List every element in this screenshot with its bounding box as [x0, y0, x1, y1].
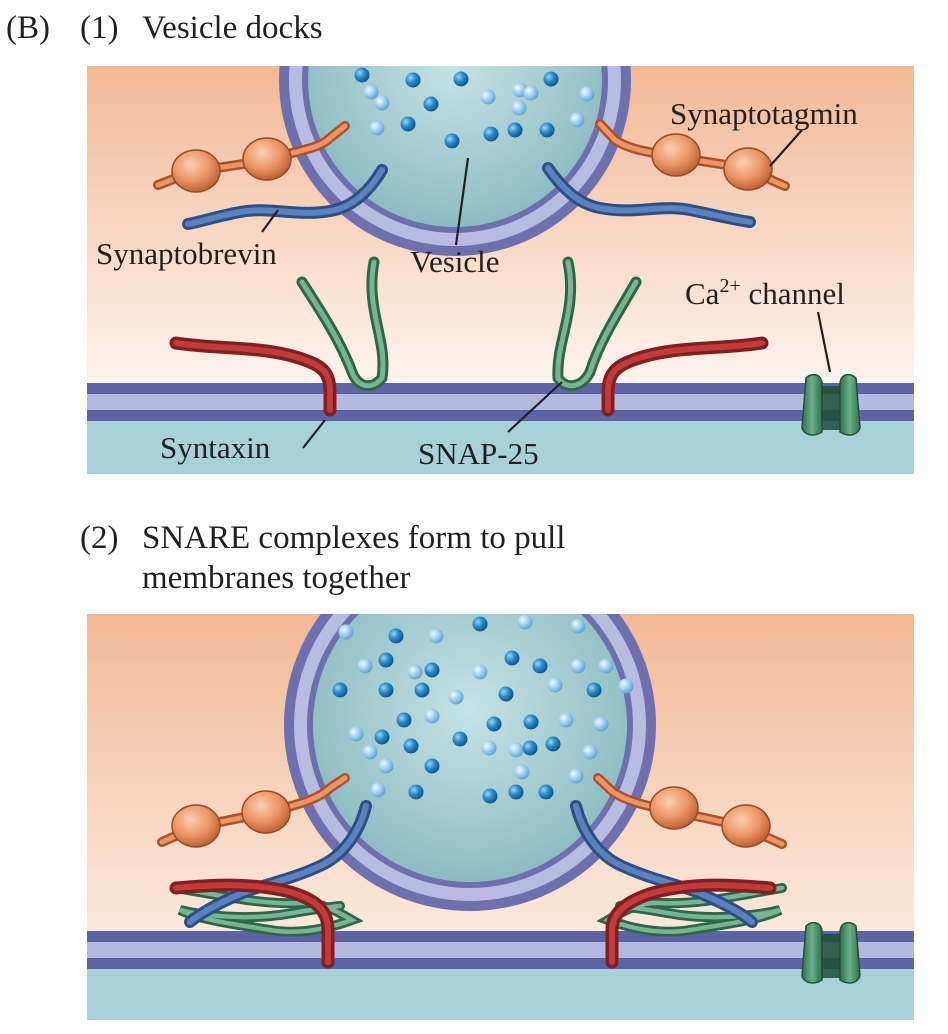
step-1-title: Vesicle docks — [142, 10, 323, 46]
neurotransmitter-molecules — [332, 614, 634, 804]
panel-1 — [87, 66, 914, 474]
synaptotagmin-left — [153, 121, 350, 193]
extracellular-space — [87, 966, 914, 1020]
label-calcium-channel: Ca2+ channel — [685, 275, 845, 311]
calcium-channel — [801, 921, 861, 984]
snap25-right — [552, 256, 642, 392]
neurotransmitter-molecules — [354, 67, 595, 149]
snare-complex-right — [570, 773, 787, 969]
vesicle — [284, 614, 656, 911]
plasma-membrane — [87, 383, 914, 421]
step-2-title-line-1: SNARE complexes form to pull — [142, 520, 565, 556]
syntaxin-left — [169, 336, 337, 417]
plasma-membrane — [87, 931, 914, 969]
panel-2 — [87, 614, 914, 1020]
step-2-title-line-2: membranes together — [142, 560, 410, 596]
synaptobrevin-left — [182, 164, 388, 230]
syntaxin-right — [601, 336, 769, 417]
synaptobrevin-right — [542, 162, 756, 228]
snare-complex-left — [157, 773, 372, 969]
calcium-channel — [801, 373, 861, 436]
step-1-number: (1) — [80, 10, 118, 46]
label-vesicle: Vesicle — [410, 244, 500, 279]
extracellular-space — [87, 420, 914, 474]
synaptotagmin-right — [595, 119, 790, 191]
step-2-number: (2) — [80, 520, 118, 556]
snap25-left — [296, 256, 389, 392]
vesicle — [279, 66, 631, 256]
label-synaptotagmin: Synaptotagmin — [670, 96, 858, 131]
label-synaptobrevin: Synaptobrevin — [96, 236, 277, 271]
label-snap25: SNAP-25 — [418, 436, 539, 471]
label-syntaxin: Syntaxin — [160, 430, 271, 465]
panel-label: (B) — [6, 10, 50, 46]
panel-1-labels: Synaptotagmin Synaptobrevin Vesicle Ca2+… — [96, 96, 858, 471]
